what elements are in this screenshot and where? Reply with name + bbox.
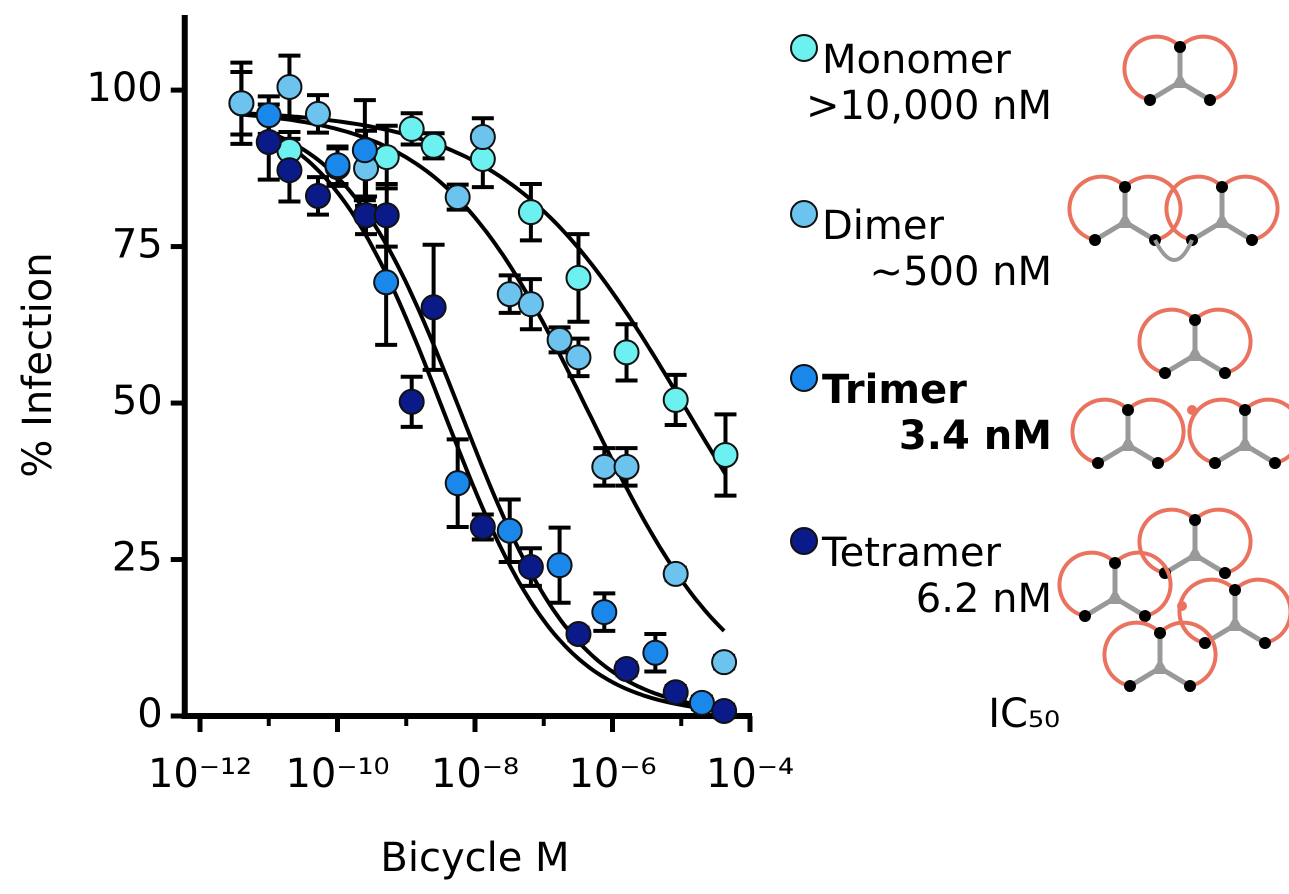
tetramer-diagram bbox=[1104, 623, 1215, 692]
data-point bbox=[517, 199, 544, 226]
data-point bbox=[711, 697, 738, 724]
data-point bbox=[373, 202, 400, 229]
data-point bbox=[517, 291, 544, 318]
data-point bbox=[469, 145, 496, 172]
data-point bbox=[662, 386, 689, 413]
legend-label: Trimer bbox=[822, 367, 967, 413]
tetramer-diagram bbox=[1179, 580, 1289, 649]
x-tick-label: 10⁻⁸ bbox=[431, 751, 519, 797]
data-point bbox=[496, 281, 523, 308]
x-tick-label: 10⁻¹⁰ bbox=[285, 751, 389, 797]
legend-marker bbox=[790, 527, 818, 555]
legend-ic50: 3.4 nM bbox=[899, 413, 1052, 459]
y-tick-label: 0 bbox=[137, 691, 162, 737]
data-point bbox=[613, 453, 640, 480]
core bbox=[1177, 601, 1187, 611]
data-point bbox=[711, 649, 738, 676]
legend-marker bbox=[790, 34, 818, 62]
data-point bbox=[324, 152, 351, 179]
data-point bbox=[276, 73, 303, 100]
legend-ic50: >10,000 nM bbox=[806, 83, 1052, 129]
data-point bbox=[591, 599, 618, 626]
x-tick-label: 10⁻⁶ bbox=[568, 751, 656, 797]
legend-marker bbox=[790, 364, 818, 392]
data-point bbox=[688, 689, 715, 716]
y-tick-label: 50 bbox=[112, 378, 163, 424]
y-tick-label: 25 bbox=[112, 535, 163, 581]
x-tick-label: 10⁻¹² bbox=[148, 751, 252, 797]
fit-curve bbox=[268, 130, 725, 711]
legend-label: Tetramer bbox=[821, 530, 1001, 576]
data-point bbox=[662, 560, 689, 587]
data-point bbox=[255, 129, 282, 156]
y-tick-label: 75 bbox=[112, 222, 163, 268]
y-axis-label: % Infection bbox=[15, 252, 61, 477]
tetramer-diagram bbox=[1139, 510, 1250, 579]
data-point bbox=[276, 157, 303, 184]
fit-curve bbox=[267, 132, 703, 711]
data-point bbox=[565, 264, 592, 291]
data-point bbox=[351, 137, 378, 164]
dimer-diagram bbox=[1166, 177, 1277, 246]
diagrams bbox=[1059, 37, 1289, 692]
monomer-diagram bbox=[1124, 37, 1235, 106]
data-point bbox=[255, 102, 282, 129]
data-point bbox=[546, 326, 573, 353]
data-point bbox=[565, 344, 592, 371]
data-point bbox=[642, 639, 669, 666]
data-point bbox=[613, 339, 640, 366]
data-point bbox=[420, 132, 447, 159]
data-point bbox=[304, 182, 331, 209]
linker bbox=[1153, 239, 1194, 262]
legend-marker bbox=[790, 200, 818, 228]
data-point bbox=[613, 656, 640, 683]
data-point bbox=[591, 453, 618, 480]
data-point bbox=[662, 679, 689, 706]
plot-area: 0 25 50 75 100 10⁻¹² 10⁻¹⁰ 10⁻⁸ 10⁻⁶ 10⁻⁴ bbox=[86, 15, 794, 797]
dimer-diagram bbox=[1069, 177, 1180, 246]
data-point bbox=[444, 470, 471, 497]
data-point bbox=[373, 269, 400, 296]
y-tick-label: 100 bbox=[86, 65, 162, 111]
legend-ic50: 6.2 nM bbox=[916, 576, 1052, 622]
data-point bbox=[565, 621, 592, 648]
data-point bbox=[517, 554, 544, 581]
x-tick-label: 10⁻⁴ bbox=[706, 751, 794, 797]
data-point bbox=[304, 100, 331, 127]
data-point bbox=[444, 184, 471, 211]
legend-ic50: ~500 nM bbox=[870, 249, 1052, 295]
trimer-diagram bbox=[1139, 310, 1250, 379]
data-point bbox=[712, 442, 739, 469]
tetramer-diagram bbox=[1059, 553, 1170, 622]
trimer-diagram bbox=[1189, 400, 1289, 469]
data-point bbox=[398, 115, 425, 142]
legend-label: Dimer bbox=[822, 203, 944, 249]
data-point bbox=[496, 517, 523, 544]
legend-label: Monomer bbox=[822, 37, 1011, 83]
data-point bbox=[469, 513, 496, 540]
data-point bbox=[546, 552, 573, 579]
data-point bbox=[469, 124, 496, 151]
x-axis-label: Bicycle M bbox=[380, 835, 569, 881]
legend-note: IC₅₀ bbox=[988, 691, 1060, 737]
trimer-diagram bbox=[1072, 400, 1183, 469]
data-point bbox=[398, 388, 425, 415]
core bbox=[1187, 405, 1197, 415]
data-point bbox=[420, 294, 447, 321]
data-point bbox=[228, 90, 255, 117]
